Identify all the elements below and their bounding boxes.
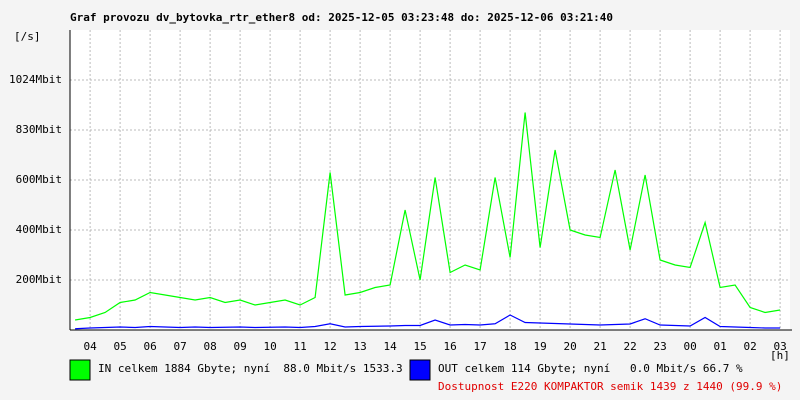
y-axis-label: [/s] <box>14 30 41 43</box>
x-tick-label: 16 <box>443 340 456 353</box>
x-tick-label: 13 <box>353 340 366 353</box>
legend-out: OUT celkem 114 Gbyte; nyní 0.0 Mbit/s 66… <box>438 362 743 375</box>
y-tick-label: 1024Mbit <box>9 73 62 86</box>
y-tick-label: 600Mbit <box>16 173 62 186</box>
x-tick-label: 07 <box>173 340 186 353</box>
x-tick-label: 02 <box>743 340 756 353</box>
x-tick-label: 21 <box>593 340 606 353</box>
x-tick-label: 03 <box>773 340 786 353</box>
x-tick-label: 11 <box>293 340 306 353</box>
y-tick-label: 200Mbit <box>16 273 62 286</box>
x-tick-label: 20 <box>563 340 576 353</box>
x-tick-label: 19 <box>533 340 546 353</box>
x-tick-label: 09 <box>233 340 246 353</box>
x-tick-label: 17 <box>473 340 486 353</box>
x-tick-label: 06 <box>143 340 156 353</box>
x-tick-label: 08 <box>203 340 216 353</box>
x-tick-label: 18 <box>503 340 516 353</box>
legend-swatch-in <box>69 359 91 381</box>
x-tick-label: 01 <box>713 340 726 353</box>
y-tick-label: 830Mbit <box>16 123 62 136</box>
chart-title: Graf provozu dv_bytovka_rtr_ether8 od: 2… <box>70 11 613 24</box>
x-tick-label: 22 <box>623 340 636 353</box>
series-line <box>75 314 781 330</box>
legend-in: IN celkem 1884 Gbyte; nyní 88.0 Mbit/s 1… <box>98 362 416 375</box>
x-tick-label: 14 <box>383 340 397 353</box>
availability-note: Dostupnost E220 KOMPAKTOR semik 1439 z 1… <box>438 380 782 393</box>
x-tick-label: 12 <box>323 340 336 353</box>
x-tick-label: 15 <box>413 340 426 353</box>
x-axis-label: [h] <box>770 349 790 362</box>
x-tick-label: 00 <box>683 340 696 353</box>
series-line <box>75 112 781 321</box>
legend-swatch-out <box>409 359 431 381</box>
x-tick-label: 23 <box>653 340 666 353</box>
y-tick-label: 400Mbit <box>16 223 62 236</box>
x-tick-label: 05 <box>113 340 126 353</box>
x-tick-label: 10 <box>263 340 276 353</box>
x-tick-label: 04 <box>83 340 97 353</box>
